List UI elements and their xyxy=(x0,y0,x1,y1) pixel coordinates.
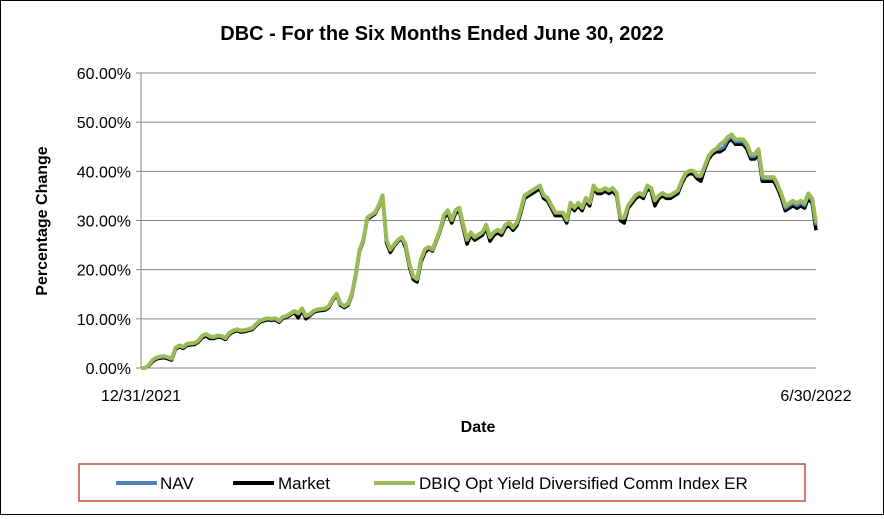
y-axis-label: Percentage Change xyxy=(34,146,51,295)
x-tick-label-start: 12/31/2021 xyxy=(101,388,181,405)
series-lines xyxy=(141,132,818,370)
series-index-line xyxy=(141,132,818,370)
series-market-line xyxy=(141,137,818,370)
gridlines xyxy=(136,72,816,369)
x-tick-label-end: 6/30/2022 xyxy=(780,388,851,405)
y-tick-label: 20.00% xyxy=(77,263,131,280)
legend-label-nav: NAV xyxy=(160,474,194,493)
y-tick-label: 10.00% xyxy=(77,312,131,329)
legend-box xyxy=(78,463,806,502)
y-tick-labels: 0.00% 10.00% 20.00% 30.00% 40.00% 50.00% 60.00… xyxy=(77,66,131,378)
y-tick-label: 50.00% xyxy=(77,115,131,132)
y-tick-label: 60.00% xyxy=(77,66,131,83)
y-tick-label: 30.00% xyxy=(77,214,131,231)
y-tick-label: 40.00% xyxy=(77,164,131,181)
chart-title: DBC - For the Six Months Ended June 30, … xyxy=(220,23,663,45)
legend-label-index: DBIQ Opt Yield Diversified Comm Index ER xyxy=(419,474,748,493)
x-axis-label: Date xyxy=(461,419,496,436)
legend: NAV Market DBIQ Opt Yield Diversified Co… xyxy=(78,463,806,502)
y-tick-label: 0.00% xyxy=(86,361,131,378)
legend-label-market: Market xyxy=(278,474,330,493)
